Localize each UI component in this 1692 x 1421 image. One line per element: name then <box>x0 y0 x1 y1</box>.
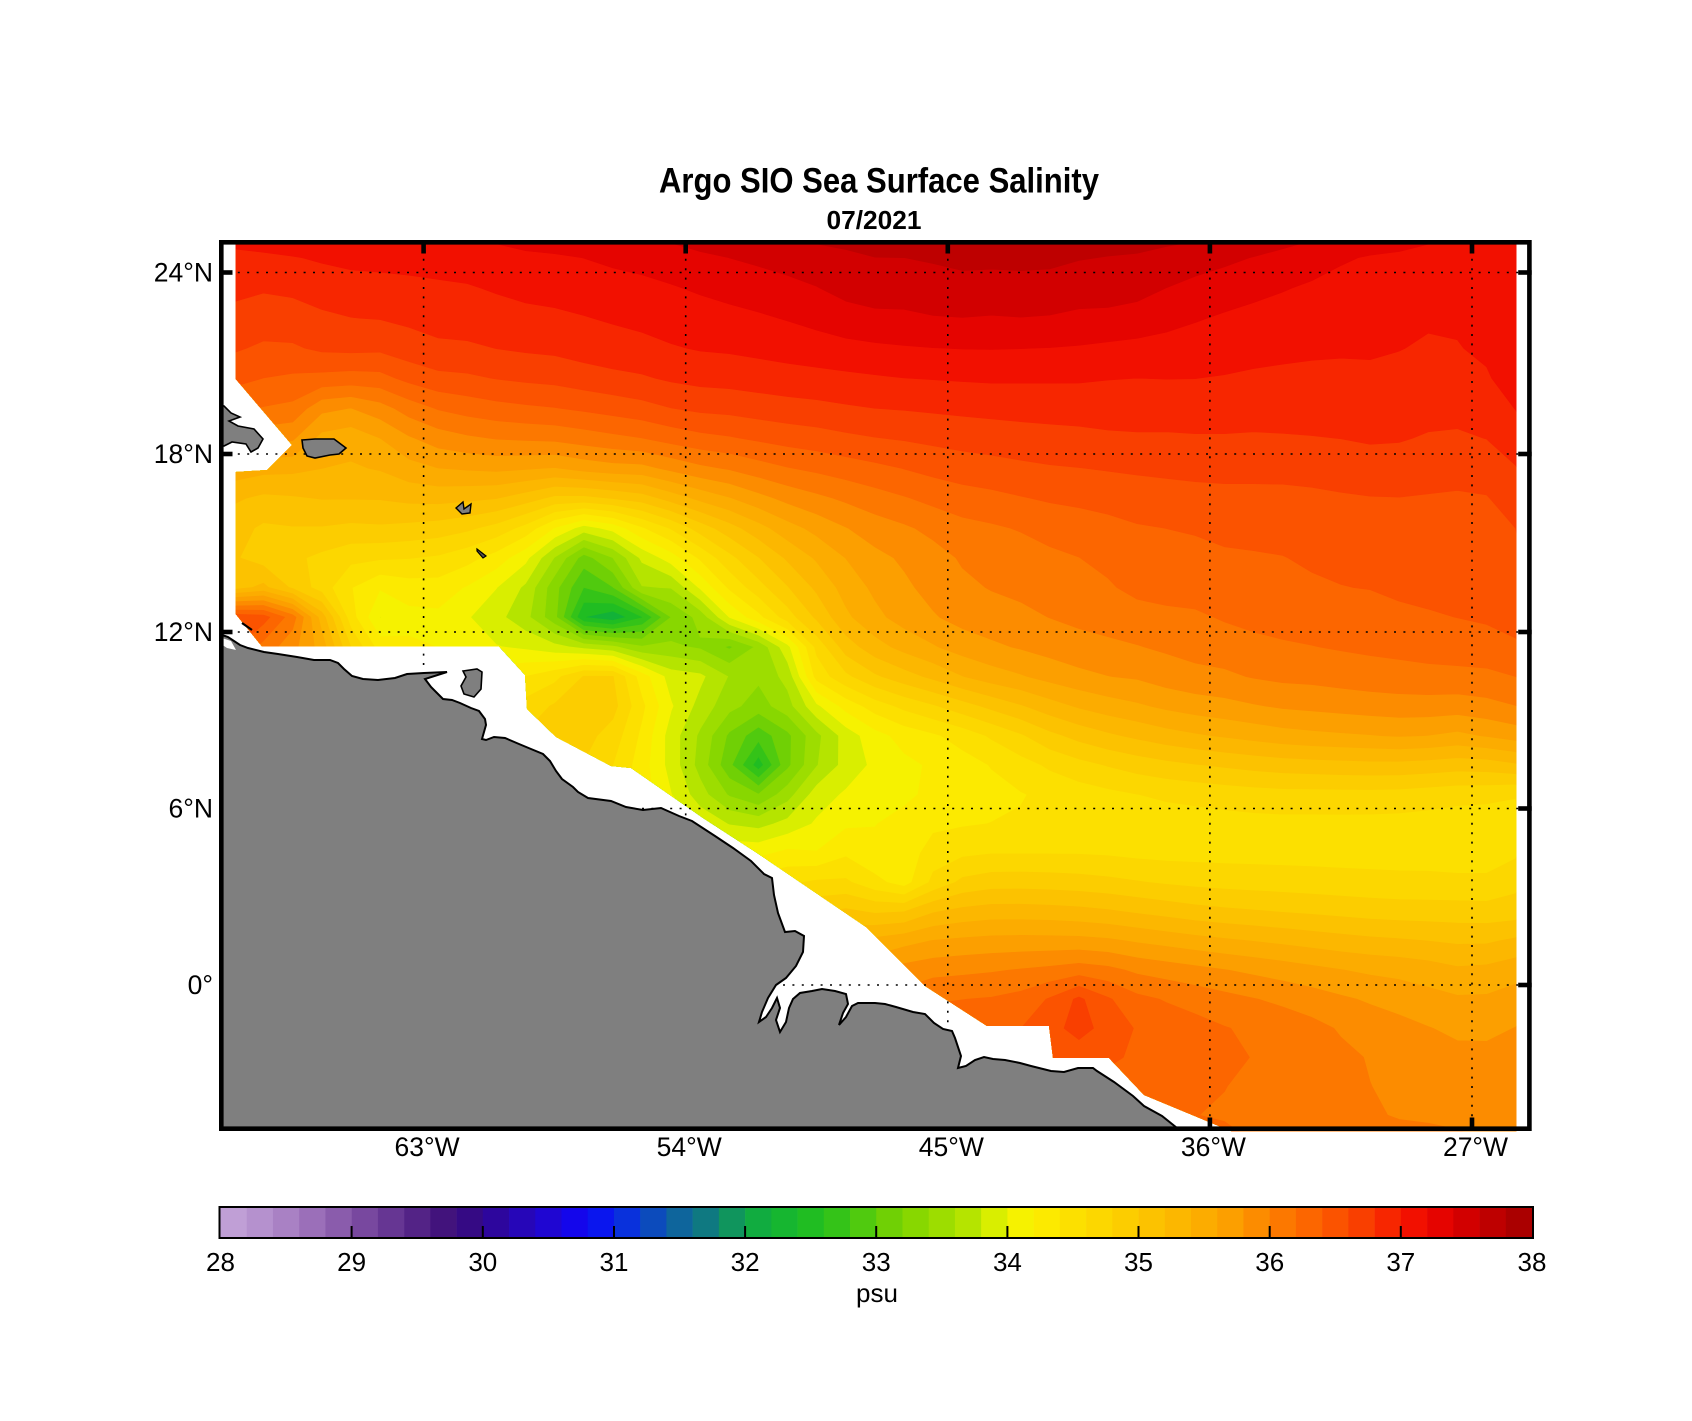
svg-text:18°N: 18°N <box>154 439 213 469</box>
svg-text:54°W: 54°W <box>657 1132 722 1162</box>
svg-text:33: 33 <box>862 1247 891 1277</box>
svg-text:63°W: 63°W <box>395 1132 460 1162</box>
svg-text:6°N: 6°N <box>169 794 213 824</box>
svg-text:38: 38 <box>1518 1247 1547 1277</box>
svg-text:28: 28 <box>206 1247 235 1277</box>
svg-text:psu: psu <box>856 1278 898 1308</box>
svg-text:37: 37 <box>1386 1247 1415 1277</box>
svg-text:31: 31 <box>600 1247 629 1277</box>
svg-text:34: 34 <box>993 1247 1022 1277</box>
svg-text:36°W: 36°W <box>1181 1132 1246 1162</box>
svg-text:27°W: 27°W <box>1443 1132 1508 1162</box>
svg-text:35: 35 <box>1124 1247 1153 1277</box>
svg-text:32: 32 <box>731 1247 760 1277</box>
svg-text:30: 30 <box>468 1247 497 1277</box>
svg-text:07/2021: 07/2021 <box>827 205 922 235</box>
svg-text:12°N: 12°N <box>154 617 213 647</box>
svg-text:0°: 0° <box>188 970 213 1000</box>
svg-text:Argo SIO Sea Surface Salinity: Argo SIO Sea Surface Salinity <box>659 161 1099 201</box>
svg-text:36: 36 <box>1255 1247 1284 1277</box>
svg-text:29: 29 <box>337 1247 366 1277</box>
svg-text:45°W: 45°W <box>919 1132 984 1162</box>
svg-text:24°N: 24°N <box>154 258 213 288</box>
